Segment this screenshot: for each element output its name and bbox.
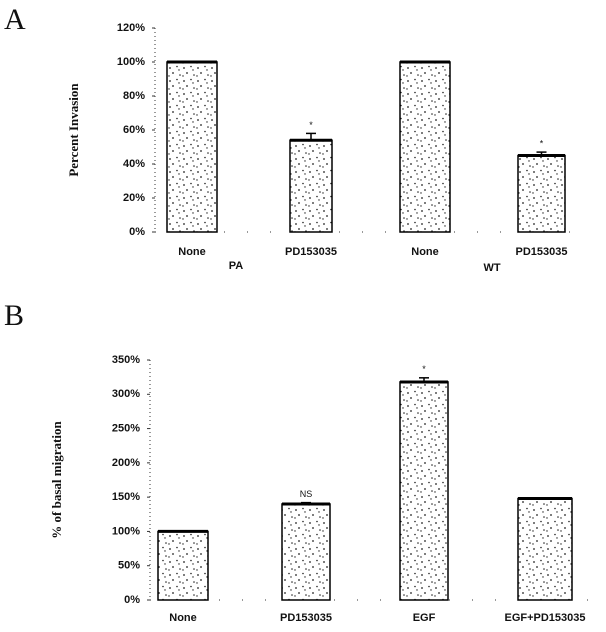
bar [399,61,451,233]
group-label: WT [483,262,500,274]
annotation: * [309,120,313,130]
y-tick-label: 100% [112,525,140,537]
x-tick-label: None [169,612,197,624]
y-tick-label: 0% [129,226,145,238]
bar [281,503,331,601]
y-tick-label: 250% [112,422,140,434]
y-tick-label: 350% [112,354,140,366]
x-tick-label: PD153035 [285,246,337,258]
y-tick-label: 300% [112,388,140,400]
bar [399,381,449,601]
error-bar [301,501,311,504]
bar [289,139,333,233]
bar [517,154,566,233]
y-tick-label: 50% [118,560,140,572]
y-tick-label: 60% [123,124,145,136]
annotation: NS [300,489,313,499]
y-axis-label: Percent Invasion [66,83,81,177]
error-bar [306,132,316,141]
y-tick-label: 100% [117,56,145,68]
bar [517,497,573,601]
group-label: PA [229,260,244,272]
y-tick-label: 150% [112,491,140,503]
x-tick-label: None [178,246,206,258]
y-axis-label: % of basal migration [49,421,64,539]
x-tick-label: PD153035 [280,612,332,624]
error-bar [419,377,429,382]
panel-label: A [4,3,26,36]
x-tick-label: EGF+PD153035 [504,612,585,624]
y-tick-label: 120% [117,22,145,34]
annotation: * [422,364,426,374]
panel-label: B [4,299,24,332]
error-bar [536,151,547,156]
y-tick-label: 80% [123,90,145,102]
bar [157,530,209,601]
y-tick-label: 200% [112,457,140,469]
x-tick-label: EGF [413,612,436,624]
y-tick-label: 0% [124,594,140,606]
annotation: * [540,138,544,148]
x-tick-label: None [411,246,439,258]
y-tick-label: 40% [123,158,145,170]
x-tick-label: PD153035 [516,246,568,258]
y-tick-label: 20% [123,192,145,204]
bar [166,61,218,233]
